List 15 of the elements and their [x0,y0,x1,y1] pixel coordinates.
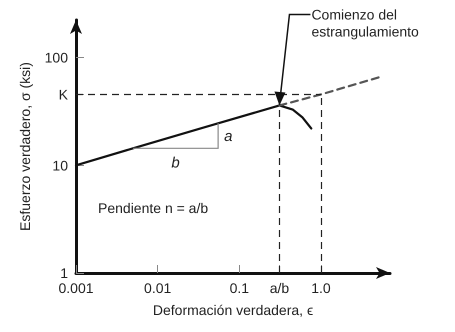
x-tick-label: 0.1 [230,280,250,296]
annotation: a [224,128,232,145]
annotation: b [171,154,180,172]
y-tick-label: 1 [60,265,68,281]
x-tick-label: 1.0 [311,280,331,296]
x-axis-title: Deformación verdadera, ϵ [152,302,314,318]
x-tick-label: a/b [270,280,290,296]
annotation: Comienzo del estrangulamiento [311,6,420,40]
y-tick-label: 10 [52,157,68,174]
annotation: Pendiente n = a/b [98,200,208,216]
y-axis-title: Esfuerzo verdadero, σ (ksi) [17,62,33,231]
x-tick-label: 0.001 [58,280,94,296]
y-tick-label: K [58,86,69,102]
y-tick-label: 100 [44,50,68,66]
x-tick-label: 0.01 [144,280,172,296]
